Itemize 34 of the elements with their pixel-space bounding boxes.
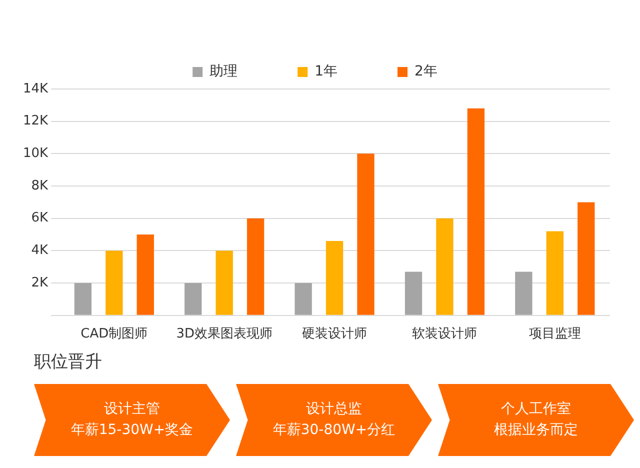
bar (184, 283, 202, 315)
bar (246, 218, 264, 315)
bar (216, 250, 233, 315)
x-tick-label: CAD制图师 (80, 326, 148, 342)
y-tick-label: 6K (31, 210, 49, 226)
y-tick-label: 10K (22, 146, 49, 162)
bar (467, 108, 485, 315)
bar (294, 283, 312, 315)
x-tick-label: 项目监理 (528, 326, 581, 342)
chevron-shape: 设计总监 年薪30-80W+分红 (236, 384, 432, 456)
bar (404, 272, 422, 315)
chevron-shape: 设计主管 年薪15-30W+奖金 (34, 384, 230, 456)
bar (106, 250, 123, 315)
y-tick-label: 14K (22, 81, 49, 96)
x-tick-label: 硬装设计师 (302, 326, 368, 342)
y-tick-label: 8K (31, 178, 49, 194)
chevron-shape: 个人工作室 根据业务而定 (438, 384, 634, 456)
y-tick-label: 4K (31, 243, 49, 258)
legend-label: 1年 (314, 64, 338, 80)
bar (326, 241, 344, 315)
bar (436, 218, 454, 315)
bar (357, 154, 374, 315)
x-tick-label: 3D效果图表现师 (176, 326, 272, 342)
y-tick-label: 2K (31, 275, 49, 290)
y-tick-label: 12K (22, 114, 49, 129)
bar (546, 231, 564, 315)
bar (136, 234, 154, 315)
bar (515, 272, 532, 315)
legend-label: 助理 (210, 64, 238, 80)
bar (578, 202, 595, 315)
bar (74, 283, 92, 315)
legend-label: 2年 (414, 64, 438, 80)
text: 职位晋升 (34, 351, 102, 373)
x-tick-label: 软装设计师 (412, 326, 478, 342)
